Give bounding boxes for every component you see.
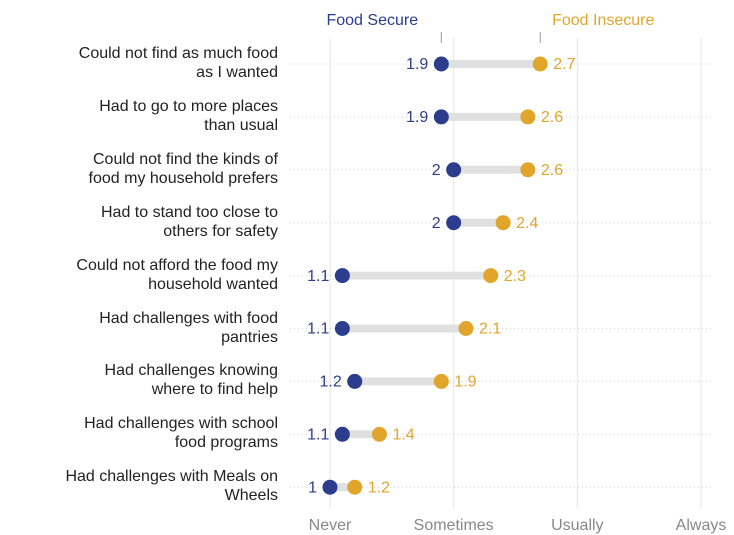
category-label: Could not find the kinds of food my hous… (88, 150, 278, 187)
point (347, 373, 363, 389)
point (347, 479, 363, 495)
value-label: 2.1 (479, 321, 501, 338)
point (334, 268, 350, 284)
legend-label: Food Secure (326, 12, 418, 29)
x-tick-label: Always (676, 517, 727, 534)
point (371, 426, 387, 442)
value-label: 2 (432, 215, 441, 232)
point (458, 321, 474, 336)
point (334, 321, 350, 336)
point (433, 373, 449, 389)
value-label: 1.9 (406, 109, 428, 126)
x-tick-label: Sometimes (414, 517, 494, 534)
point (520, 162, 536, 178)
point (446, 215, 462, 231)
x-tick-label: Usually (551, 517, 603, 534)
value-label: 2.3 (504, 268, 526, 285)
point (495, 215, 511, 231)
x-tick-label: Never (309, 517, 352, 534)
value-label: 1.1 (307, 268, 329, 285)
value-label: 1.1 (307, 427, 329, 444)
point (446, 162, 462, 178)
value-label: 1.9 (406, 56, 428, 73)
point (532, 56, 548, 72)
value-label: 1.4 (392, 427, 414, 444)
point (520, 109, 536, 125)
value-label: 1.2 (368, 479, 390, 496)
point (322, 479, 338, 495)
point (334, 426, 350, 442)
value-label: 2.6 (541, 162, 563, 179)
point (483, 268, 499, 284)
value-label: 1.9 (454, 374, 476, 391)
value-label: 2.7 (553, 56, 575, 73)
point (433, 56, 449, 72)
category-label: Had challenges with school food programs (84, 415, 278, 452)
category-label: Had challenges with Meals on Wheels (65, 468, 278, 505)
category-label: Had challenges knowing where to find hel… (104, 362, 278, 399)
point (433, 109, 449, 125)
value-label: 1 (308, 479, 317, 496)
category-label: Had to stand too close to others for saf… (101, 203, 278, 240)
category-label: Had challenges with food pantries (99, 309, 278, 346)
value-label: 1.2 (319, 374, 341, 391)
category-label: Could not find as much food as I wanted (78, 45, 278, 81)
value-label: 2.4 (516, 215, 538, 232)
value-label: 1.1 (307, 321, 329, 338)
value-label: 2.6 (541, 109, 563, 126)
category-label: Could not afford the food my household w… (76, 256, 278, 293)
legend-label: Food Insecure (552, 12, 654, 29)
value-label: 2 (432, 162, 441, 179)
category-label: Had to go to more places than usual (99, 97, 278, 134)
